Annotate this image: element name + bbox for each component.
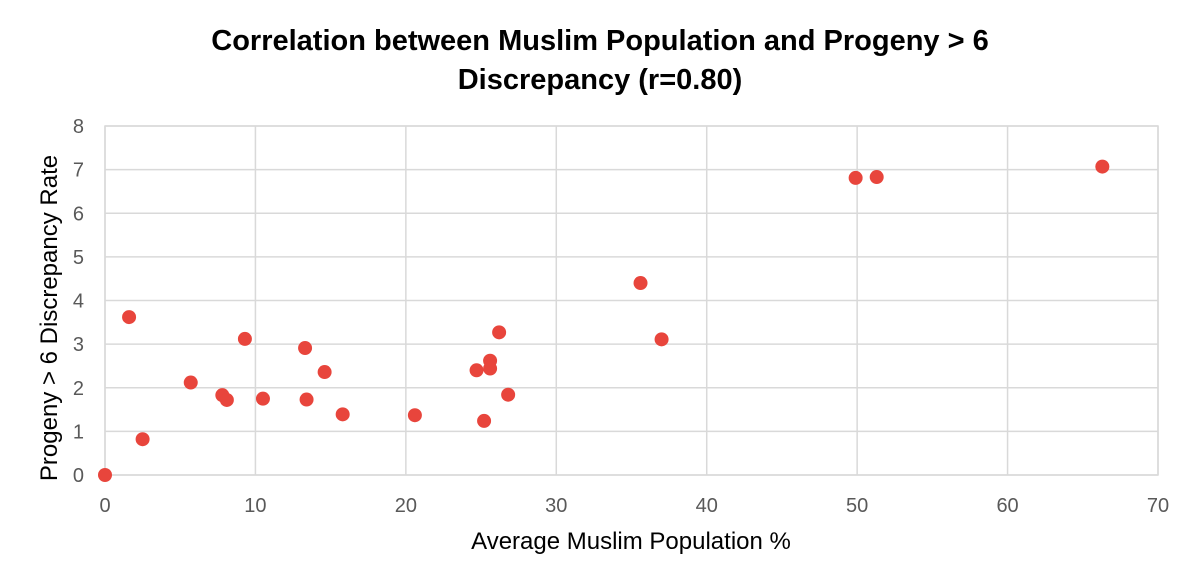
data-point — [848, 170, 863, 185]
data-point — [407, 408, 422, 423]
y-tick-label: 7 — [73, 160, 84, 182]
data-point — [477, 413, 492, 428]
y-tick-label: 6 — [73, 203, 84, 225]
data-point — [869, 170, 884, 185]
data-point — [219, 392, 234, 407]
y-axis-title: Progeny > 6 Discrepancy Rate — [36, 155, 63, 481]
data-point — [1095, 159, 1110, 174]
data-point — [98, 468, 112, 482]
data-point — [122, 310, 137, 325]
x-tick-label: 30 — [545, 495, 567, 517]
y-tick-label: 3 — [73, 334, 84, 356]
data-point — [299, 392, 314, 407]
data-point — [298, 341, 313, 356]
data-point — [633, 276, 648, 291]
data-point — [469, 363, 484, 378]
plot-area — [104, 125, 1159, 476]
data-point — [483, 361, 498, 376]
data-point — [317, 365, 332, 380]
x-tick-label: 50 — [846, 495, 868, 517]
data-point — [654, 332, 669, 347]
data-point — [183, 375, 198, 390]
y-axis-ticks: 0 1 2 3 4 5 6 7 8 — [73, 116, 84, 487]
data-point — [255, 391, 270, 406]
data-points — [98, 159, 1110, 482]
y-tick-label: 2 — [73, 378, 84, 400]
x-tick-label: 70 — [1147, 495, 1169, 517]
gridlines — [104, 125, 1159, 476]
x-tick-label: 0 — [99, 495, 110, 517]
y-tick-label: 0 — [73, 465, 84, 487]
data-point — [492, 325, 507, 340]
data-point — [135, 432, 150, 447]
data-point — [335, 407, 350, 422]
chart-title-line-2: Discrepancy (r=0.80) — [458, 64, 743, 96]
x-tick-label: 40 — [696, 495, 718, 517]
x-axis-title: Average Muslim Population % — [471, 528, 791, 555]
data-point — [237, 331, 252, 346]
y-tick-label: 8 — [73, 116, 84, 138]
data-point — [501, 387, 516, 402]
y-tick-label: 5 — [73, 247, 84, 269]
x-axis-ticks: 0 10 20 30 40 50 60 70 — [99, 495, 1169, 517]
x-tick-label: 20 — [395, 495, 417, 517]
y-tick-label: 4 — [73, 291, 84, 313]
y-tick-label: 1 — [73, 421, 84, 443]
x-tick-label: 10 — [244, 495, 266, 517]
x-tick-label: 60 — [996, 495, 1018, 517]
chart-title-line-1: Correlation between Muslim Population an… — [211, 25, 988, 57]
